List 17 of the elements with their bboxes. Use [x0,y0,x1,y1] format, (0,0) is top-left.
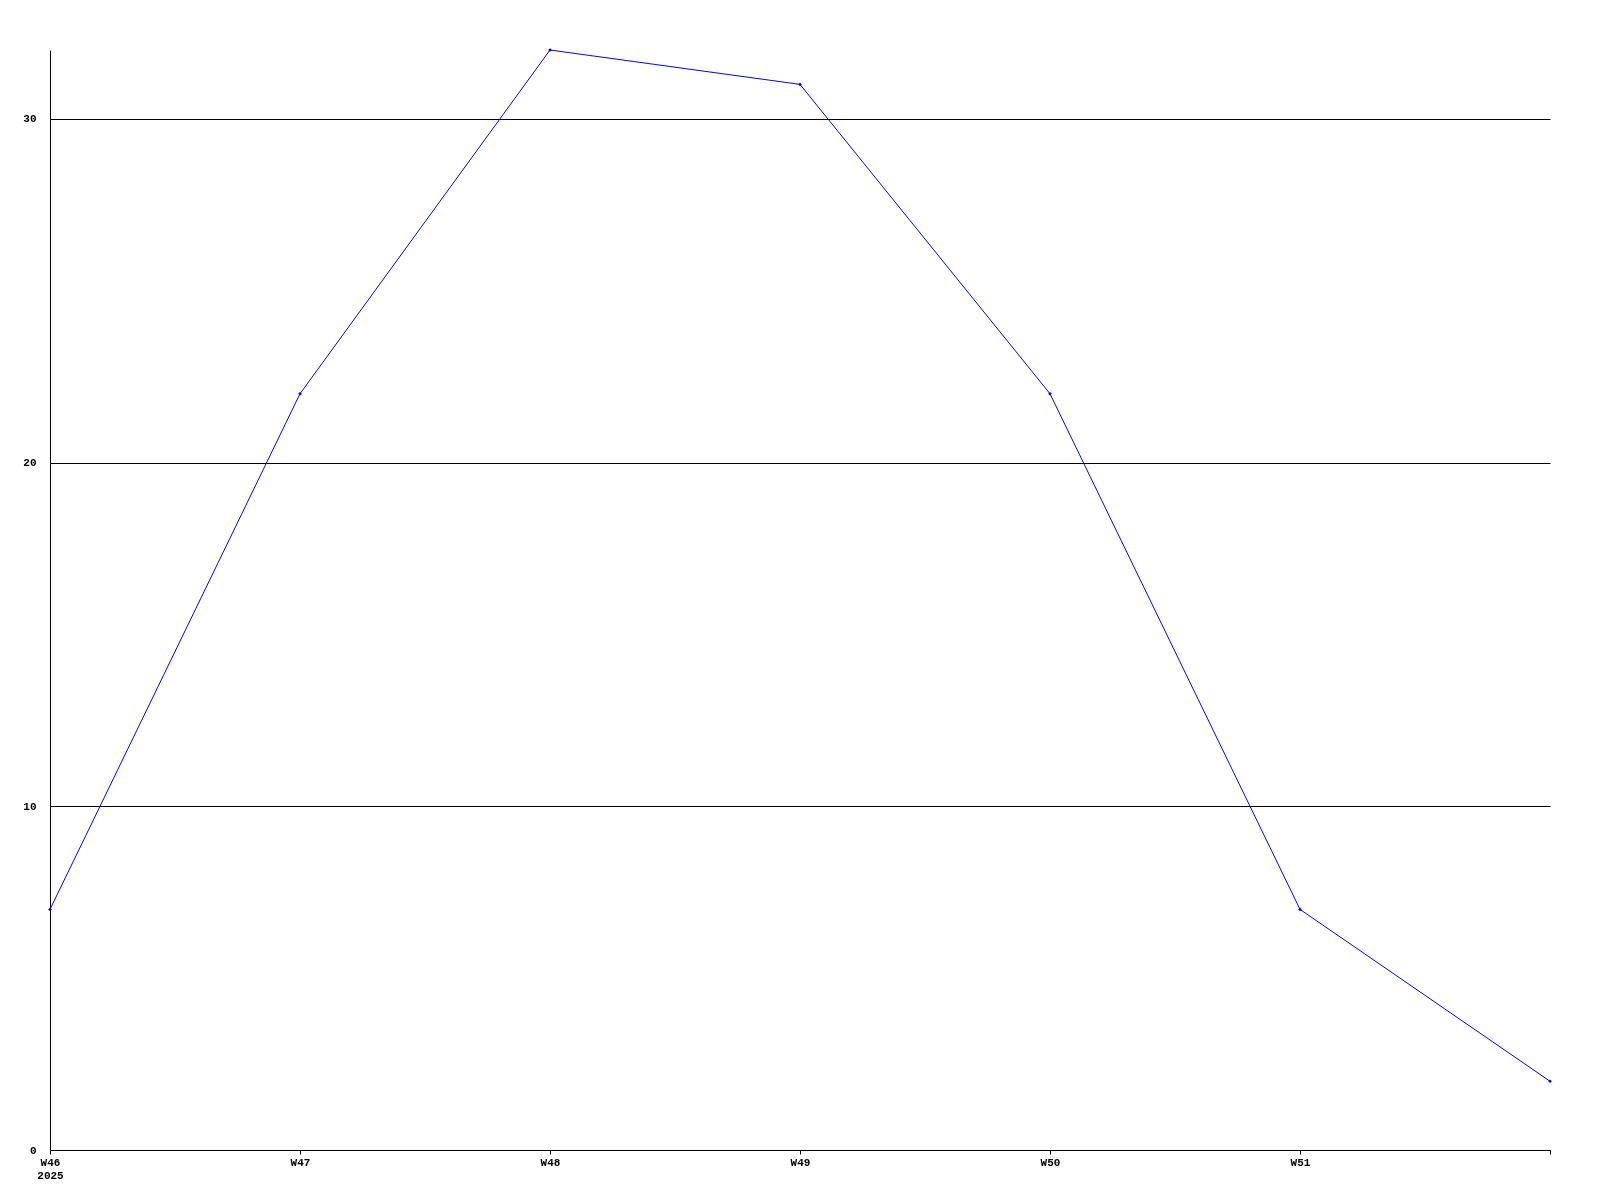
line-series [48,48,1552,1084]
x-tick-label: W48 [540,1156,561,1169]
x-tick-label: W47 [290,1156,311,1169]
y-tick-label: 20 [23,457,37,469]
point [48,907,52,912]
y-tick-label: 10 [23,800,37,813]
x-tick-label: W49 [790,1156,811,1169]
y-tick-label: 30 [23,113,37,126]
point [1548,1079,1552,1084]
x-tick-label: W46 2025 [37,1156,65,1182]
point [1298,907,1302,912]
point [798,82,802,87]
x-tick-label: W50 [1040,1156,1061,1169]
y-tick-label: 0 [29,1144,37,1157]
point [298,391,302,396]
point [1048,391,1052,396]
x-tick-label: W51 [1290,1156,1311,1169]
